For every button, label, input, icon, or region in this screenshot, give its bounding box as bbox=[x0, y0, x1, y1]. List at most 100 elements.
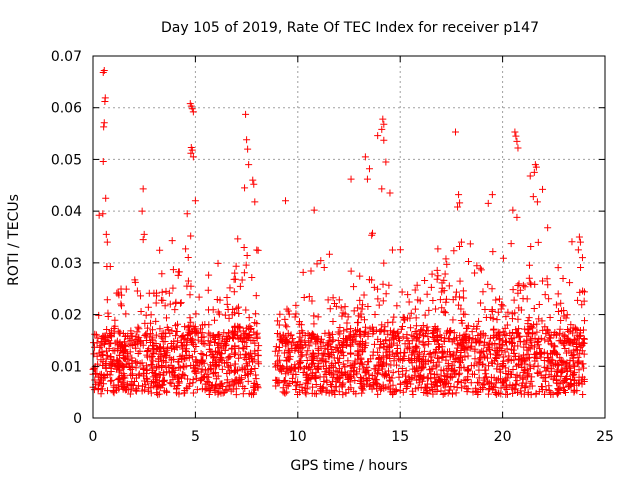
data-point bbox=[122, 342, 130, 350]
data-point bbox=[468, 370, 476, 378]
data-point bbox=[142, 381, 150, 389]
data-point bbox=[472, 338, 480, 346]
data-point bbox=[229, 331, 237, 339]
data-point bbox=[281, 338, 289, 346]
data-point bbox=[199, 339, 207, 347]
data-point bbox=[281, 389, 289, 397]
data-point bbox=[197, 377, 205, 385]
data-point bbox=[241, 350, 249, 358]
data-point bbox=[415, 362, 423, 370]
data-point bbox=[334, 368, 342, 376]
data-point bbox=[380, 120, 388, 128]
data-point bbox=[347, 349, 355, 357]
data-point bbox=[450, 247, 458, 255]
data-point bbox=[192, 310, 200, 318]
data-point bbox=[278, 367, 286, 375]
data-point bbox=[189, 153, 197, 161]
data-point bbox=[239, 382, 247, 390]
data-point bbox=[143, 351, 151, 359]
data-point bbox=[183, 347, 191, 355]
data-point bbox=[231, 379, 239, 387]
data-point bbox=[235, 354, 243, 362]
data-point bbox=[132, 364, 140, 372]
data-point bbox=[440, 381, 448, 389]
data-point bbox=[172, 342, 180, 350]
data-point bbox=[187, 318, 195, 326]
data-point bbox=[170, 355, 178, 363]
data-point bbox=[527, 335, 535, 343]
data-point bbox=[148, 353, 156, 361]
data-point bbox=[471, 387, 479, 395]
data-point bbox=[563, 372, 571, 380]
data-point bbox=[245, 161, 253, 169]
data-point bbox=[475, 366, 483, 374]
data-point bbox=[214, 331, 222, 339]
data-point bbox=[249, 336, 257, 344]
data-point bbox=[236, 378, 244, 386]
data-point bbox=[246, 322, 254, 330]
data-point bbox=[290, 338, 298, 346]
data-point bbox=[420, 358, 428, 366]
data-point bbox=[118, 364, 126, 372]
data-point bbox=[231, 343, 239, 351]
data-point bbox=[451, 128, 459, 136]
data-point bbox=[372, 379, 380, 387]
data-point bbox=[408, 331, 416, 339]
y-tick-label: 0.06 bbox=[51, 101, 82, 117]
data-point bbox=[409, 391, 417, 399]
data-point bbox=[569, 370, 577, 378]
data-point bbox=[250, 390, 258, 398]
data-point bbox=[143, 375, 151, 383]
data-point bbox=[533, 369, 541, 377]
data-point bbox=[573, 387, 581, 395]
data-point bbox=[309, 349, 317, 357]
data-point bbox=[214, 348, 222, 356]
x-axis-ticks: 0 5 10 15 20 25 bbox=[89, 56, 614, 445]
data-point bbox=[214, 390, 222, 398]
data-point bbox=[428, 385, 436, 393]
data-point bbox=[424, 340, 432, 348]
data-point bbox=[480, 341, 488, 349]
data-point bbox=[502, 313, 510, 321]
data-point bbox=[434, 272, 442, 280]
data-point bbox=[90, 339, 98, 347]
data-point bbox=[285, 348, 293, 356]
data-point bbox=[475, 374, 483, 382]
data-point bbox=[121, 386, 129, 394]
data-points bbox=[89, 66, 589, 399]
data-point bbox=[515, 352, 523, 360]
data-point bbox=[114, 361, 122, 369]
data-point bbox=[160, 376, 168, 384]
data-point bbox=[139, 185, 147, 193]
data-point bbox=[275, 347, 283, 355]
data-point bbox=[479, 348, 487, 356]
data-point bbox=[529, 324, 537, 332]
data-point bbox=[526, 354, 534, 362]
data-point bbox=[581, 317, 589, 325]
data-point bbox=[125, 335, 133, 343]
data-point bbox=[188, 146, 196, 154]
data-point bbox=[411, 355, 419, 363]
data-point bbox=[148, 342, 156, 350]
data-point bbox=[574, 296, 582, 304]
data-point bbox=[302, 341, 310, 349]
data-point bbox=[414, 367, 422, 375]
data-point bbox=[480, 380, 488, 388]
data-point bbox=[364, 303, 372, 311]
data-point bbox=[436, 296, 444, 304]
data-point bbox=[455, 377, 463, 385]
data-point bbox=[180, 362, 188, 370]
data-point bbox=[527, 377, 535, 385]
data-point bbox=[513, 362, 521, 370]
x-axis-label: GPS time / hours bbox=[290, 458, 407, 474]
data-point bbox=[578, 360, 586, 368]
data-point bbox=[159, 378, 167, 386]
data-point bbox=[399, 370, 407, 378]
data-point bbox=[497, 301, 505, 309]
data-point bbox=[460, 343, 468, 351]
data-point bbox=[165, 289, 173, 297]
data-point bbox=[527, 280, 535, 288]
data-point bbox=[97, 342, 105, 350]
data-point bbox=[526, 172, 534, 180]
data-point bbox=[578, 254, 586, 262]
